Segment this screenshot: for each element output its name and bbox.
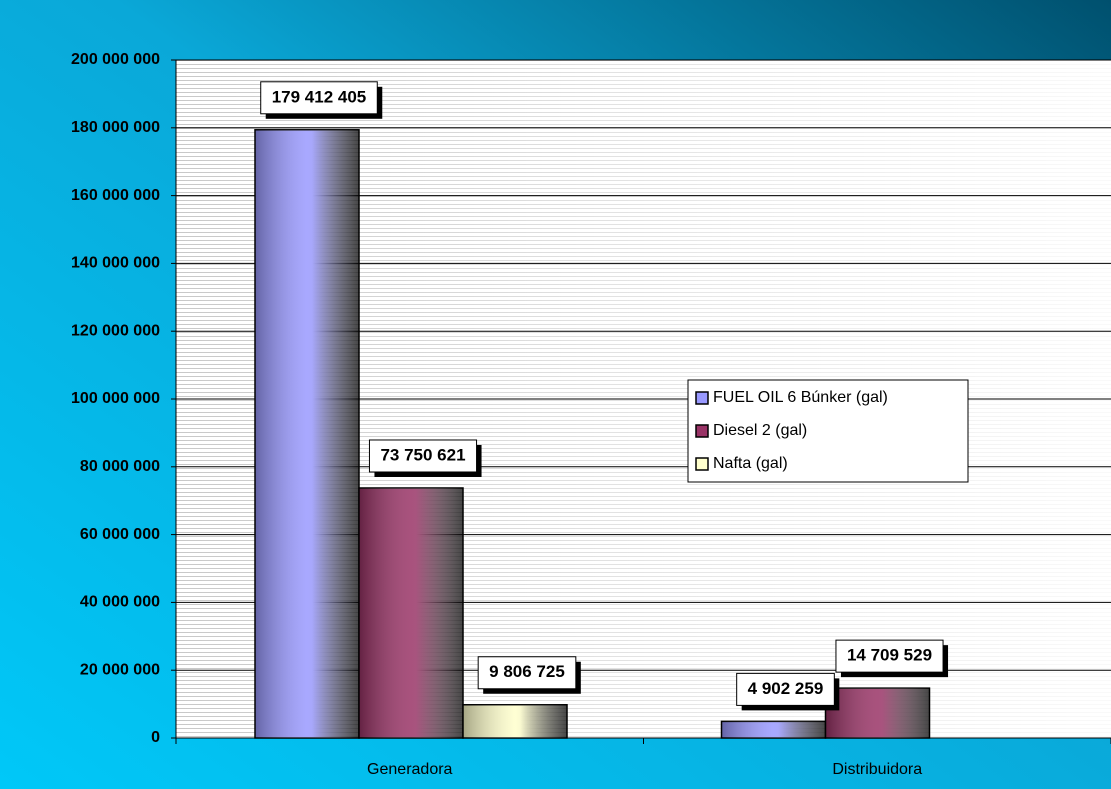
legend-box: [687, 379, 969, 483]
data-label-text: 4 902 259: [748, 679, 824, 698]
label-box: [260, 81, 378, 115]
y-tick-label: 140 000 000: [71, 255, 160, 272]
legend-swatch: [695, 424, 709, 438]
y-tick-label: 80 000 000: [80, 458, 160, 475]
bar-shade: [825, 688, 930, 738]
y-tick-label: 180 000 000: [71, 119, 160, 136]
legend-swatch: [695, 457, 709, 471]
data-label-text: 9 806 725: [489, 662, 565, 681]
x-tick-label: Distribuidora: [832, 761, 922, 778]
label-box: [477, 656, 577, 690]
legend-swatch: [695, 391, 709, 405]
y-tick-label: 60 000 000: [80, 526, 160, 543]
data-label-text: 14 709 529: [847, 646, 932, 665]
y-tick-label: 200 000 000: [71, 51, 160, 68]
data-label: 73 750 621: [368, 439, 482, 477]
data-label: 179 412 405: [260, 81, 383, 119]
label-box: [368, 439, 478, 473]
y-tick-label: 20 000 000: [80, 661, 160, 678]
label-box: [835, 639, 944, 673]
data-label: 9 806 725: [477, 656, 581, 694]
legend: FUEL OIL 6 Búnker (gal) Diesel 2 (gal) Naf…: [687, 379, 969, 483]
y-tick-label: 0: [151, 729, 160, 746]
y-tick-label: 40 000 000: [80, 594, 160, 611]
legend-label: Nafta (gal): [713, 455, 788, 472]
data-label: 14 709 529: [835, 639, 949, 678]
y-tick-label: 120 000 000: [71, 322, 160, 339]
data-label: 4 902 259: [736, 672, 840, 711]
y-tick-label: 100 000 000: [71, 390, 160, 407]
bar-shade: [255, 129, 359, 739]
bar-shade: [359, 487, 463, 738]
bar-shade: [463, 704, 567, 738]
y-tick-label: 160 000 000: [71, 187, 160, 204]
data-label-text: 179 412 405: [272, 87, 367, 106]
x-tick-label: Generadora: [367, 761, 452, 778]
legend-label: FUEL OIL 6 Búnker (gal): [713, 389, 888, 406]
data-label-text: 73 750 621: [380, 445, 465, 464]
bar-shade: [721, 721, 826, 738]
label-box: [736, 672, 835, 706]
legend-label: Diesel 2 (gal): [713, 422, 807, 439]
